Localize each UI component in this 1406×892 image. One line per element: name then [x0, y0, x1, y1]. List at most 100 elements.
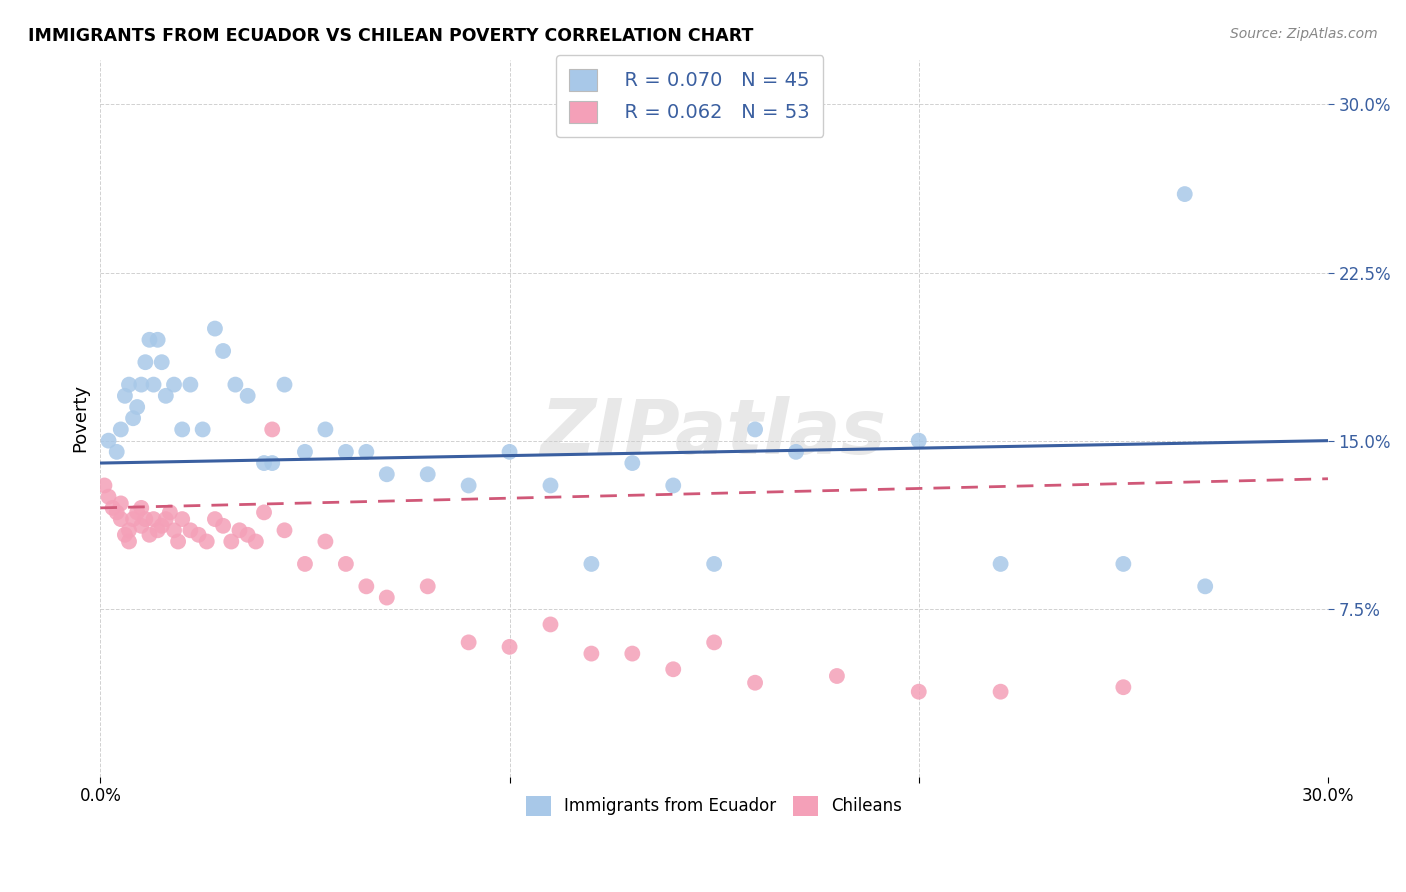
- Point: [907, 684, 929, 698]
- Point: [221, 534, 243, 549]
- Point: [187, 528, 209, 542]
- Point: [356, 579, 378, 593]
- Point: [146, 333, 169, 347]
- Point: [150, 518, 173, 533]
- Point: [416, 467, 439, 482]
- Point: [118, 534, 141, 549]
- Text: IMMIGRANTS FROM ECUADOR VS CHILEAN POVERTY CORRELATION CHART: IMMIGRANTS FROM ECUADOR VS CHILEAN POVER…: [28, 27, 754, 45]
- Point: [253, 505, 276, 519]
- Point: [236, 389, 259, 403]
- Point: [191, 422, 214, 436]
- Point: [155, 512, 177, 526]
- Point: [314, 422, 336, 436]
- Point: [581, 557, 603, 571]
- Text: Source: ZipAtlas.com: Source: ZipAtlas.com: [1230, 27, 1378, 41]
- Point: [621, 647, 644, 661]
- Point: [127, 400, 149, 414]
- Point: [179, 377, 201, 392]
- Point: [236, 528, 259, 542]
- Point: [356, 445, 378, 459]
- Point: [416, 579, 439, 593]
- Point: [122, 512, 145, 526]
- Point: [110, 512, 132, 526]
- Point: [195, 534, 218, 549]
- Point: [172, 512, 194, 526]
- Y-axis label: Poverty: Poverty: [72, 384, 89, 452]
- Point: [457, 635, 479, 649]
- Point: [105, 505, 128, 519]
- Point: [204, 321, 226, 335]
- Point: [540, 617, 562, 632]
- Point: [142, 377, 165, 392]
- Point: [335, 557, 357, 571]
- Point: [118, 377, 141, 392]
- Point: [97, 490, 120, 504]
- Point: [97, 434, 120, 448]
- Point: [375, 467, 398, 482]
- Point: [990, 557, 1012, 571]
- Point: [110, 496, 132, 510]
- Point: [990, 684, 1012, 698]
- Point: [245, 534, 267, 549]
- Point: [129, 500, 152, 515]
- Point: [662, 478, 685, 492]
- Point: [294, 445, 316, 459]
- Point: [1194, 579, 1216, 593]
- Point: [457, 478, 479, 492]
- Point: [703, 635, 725, 649]
- Point: [907, 434, 929, 448]
- Point: [262, 422, 284, 436]
- Point: [204, 512, 226, 526]
- Point: [1112, 557, 1135, 571]
- Text: ZIPatlas: ZIPatlas: [541, 395, 887, 469]
- Point: [179, 524, 201, 538]
- Point: [142, 512, 165, 526]
- Point: [228, 524, 250, 538]
- Point: [127, 505, 149, 519]
- Point: [134, 355, 156, 369]
- Point: [138, 333, 160, 347]
- Point: [159, 505, 181, 519]
- Point: [163, 524, 186, 538]
- Point: [118, 524, 141, 538]
- Point: [129, 377, 152, 392]
- Point: [212, 343, 235, 358]
- Point: [744, 675, 766, 690]
- Point: [105, 445, 128, 459]
- Point: [93, 478, 115, 492]
- Point: [314, 534, 336, 549]
- Point: [155, 389, 177, 403]
- Point: [146, 524, 169, 538]
- Point: [163, 377, 186, 392]
- Point: [273, 377, 295, 392]
- Point: [150, 355, 173, 369]
- Point: [114, 528, 136, 542]
- Legend: Immigrants from Ecuador, Chileans: Immigrants from Ecuador, Chileans: [516, 786, 912, 826]
- Point: [253, 456, 276, 470]
- Point: [1112, 680, 1135, 694]
- Point: [224, 377, 246, 392]
- Point: [122, 411, 145, 425]
- Point: [1174, 187, 1197, 202]
- Point: [212, 518, 235, 533]
- Point: [110, 422, 132, 436]
- Point: [134, 512, 156, 526]
- Point: [375, 591, 398, 605]
- Point: [744, 422, 766, 436]
- Point: [262, 456, 284, 470]
- Point: [138, 528, 160, 542]
- Point: [825, 669, 848, 683]
- Point: [540, 478, 562, 492]
- Point: [703, 557, 725, 571]
- Point: [498, 445, 520, 459]
- Point: [498, 640, 520, 654]
- Point: [101, 500, 124, 515]
- Point: [785, 445, 807, 459]
- Point: [621, 456, 644, 470]
- Point: [335, 445, 357, 459]
- Point: [273, 524, 295, 538]
- Point: [172, 422, 194, 436]
- Point: [129, 518, 152, 533]
- Point: [294, 557, 316, 571]
- Point: [167, 534, 190, 549]
